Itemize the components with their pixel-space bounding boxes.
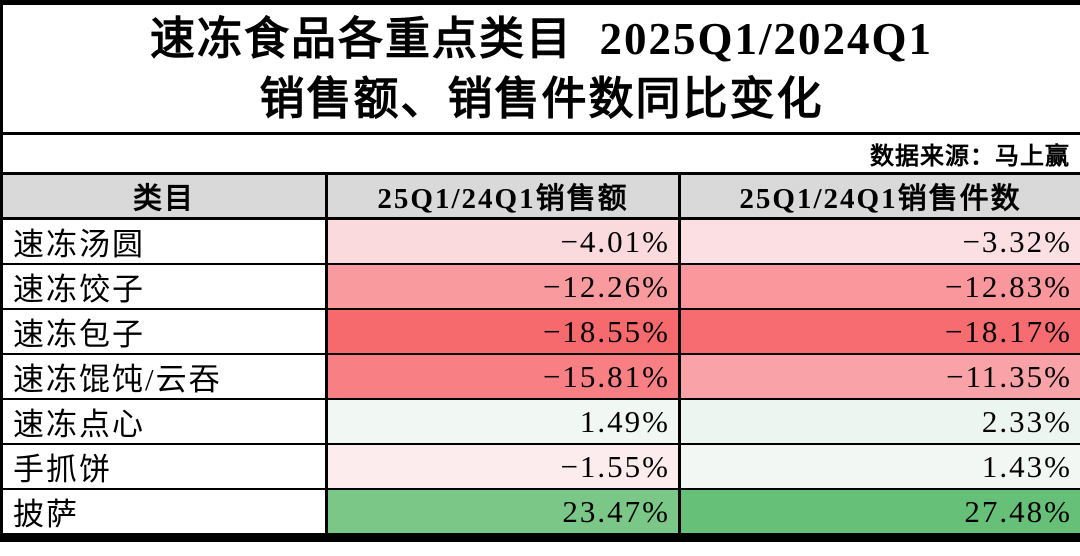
sales-change-cell: 23.47% (328, 490, 681, 535)
figure-title-line2: 销售额、销售件数同比变化 (259, 73, 824, 124)
units-change-cell: −11.35% (681, 355, 1080, 400)
category-cell: 速冻包子 (3, 310, 328, 355)
header-category: 类目 (3, 175, 328, 220)
table-header-row: 类目 25Q1/24Q1销售额 25Q1/24Q1销售件数 (3, 175, 1080, 220)
table-row: 速冻点心 1.49% 2.33% (3, 400, 1080, 445)
category-cell: 手抓饼 (3, 445, 328, 490)
units-change-cell: −12.83% (681, 265, 1080, 310)
units-change-cell: −18.17% (681, 310, 1080, 355)
category-cell: 速冻点心 (3, 400, 328, 445)
sales-change-cell: 1.49% (328, 400, 681, 445)
table-row: 披萨 23.47% 27.48% (3, 490, 1080, 535)
data-source-row: 数据来源：马上赢 (3, 135, 1080, 175)
top-border-bar (0, 0, 1080, 5)
sales-change-cell: −4.01% (328, 220, 681, 265)
data-source-label: 数据来源：马上赢 (870, 144, 1070, 170)
table-row: 速冻包子 −18.55% −18.17% (3, 310, 1080, 355)
sales-change-cell: −18.55% (328, 310, 681, 355)
units-change-cell: −3.32% (681, 220, 1080, 265)
header-sales-change: 25Q1/24Q1销售额 (328, 175, 681, 220)
units-change-cell: 1.43% (681, 445, 1080, 490)
category-cell: 披萨 (3, 490, 328, 535)
sales-change-cell: −12.26% (328, 265, 681, 310)
table-row: 速冻饺子 −12.26% −12.83% (3, 265, 1080, 310)
sales-change-cell: −1.55% (328, 445, 681, 490)
table-row: 速冻汤圆 −4.01% −3.32% (3, 220, 1080, 265)
table-row: 手抓饼 −1.55% 1.43% (3, 445, 1080, 490)
sales-change-cell: −15.81% (328, 355, 681, 400)
category-cell: 速冻汤圆 (3, 220, 328, 265)
bottom-border-bar (0, 535, 1080, 542)
units-change-cell: 2.33% (681, 400, 1080, 445)
units-change-cell: 27.48% (681, 490, 1080, 535)
figure-title-line1: 速冻食品各重点类目 2025Q1/2024Q1 (149, 13, 933, 64)
category-cell: 速冻馄饨/云吞 (3, 355, 328, 400)
title-block: 速冻食品各重点类目 2025Q1/2024Q1 销售额、销售件数同比变化 (3, 5, 1080, 135)
table-row: 速冻馄饨/云吞 −15.81% −11.35% (3, 355, 1080, 400)
category-cell: 速冻饺子 (3, 265, 328, 310)
header-units-change: 25Q1/24Q1销售件数 (681, 175, 1080, 220)
